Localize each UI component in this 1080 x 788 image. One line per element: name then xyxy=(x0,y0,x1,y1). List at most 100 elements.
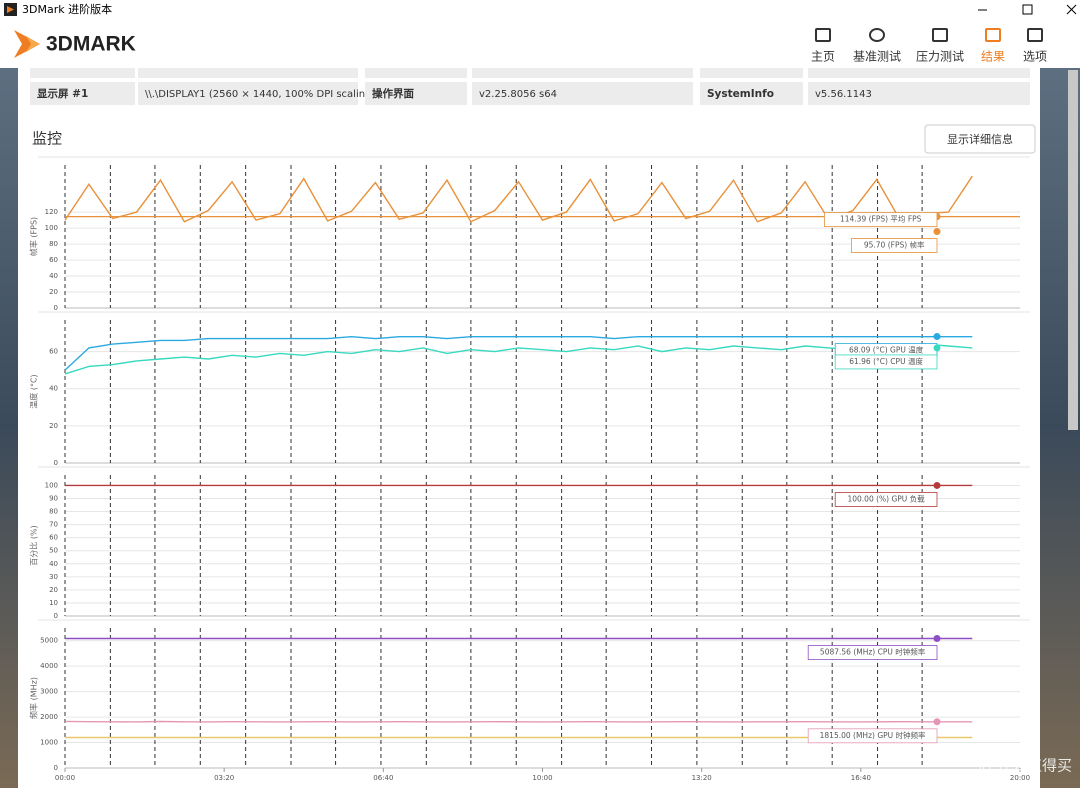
y-tick-label: 3000 xyxy=(40,688,58,696)
series-line xyxy=(64,335,973,371)
value-label-box xyxy=(807,728,938,744)
value-label-box xyxy=(851,238,938,253)
info-table: 显示屏 #1 \\.\DISPLAY1 (2560 × 1440, 100% DP… xyxy=(30,68,1030,105)
table-label: 操作界面 xyxy=(372,87,414,100)
table-label: SystemInfo xyxy=(707,88,774,100)
x-tick-label: 06:40 xyxy=(373,774,393,782)
value-label-box xyxy=(834,492,938,507)
logo-icon xyxy=(26,36,40,52)
logo-text: 3DMARK xyxy=(46,33,136,56)
y-tick-label: 120 xyxy=(45,208,58,216)
value-dot xyxy=(933,228,941,236)
table-value: v5.56.1143 xyxy=(815,89,872,100)
x-tick-label: 16:40 xyxy=(851,774,871,782)
scrollbar[interactable] xyxy=(1068,70,1078,430)
y-tick-label: 0 xyxy=(54,304,58,312)
value-dot xyxy=(933,333,941,341)
nav-icon[interactable] xyxy=(1027,28,1043,42)
value-label: 95.70 (FPS) 帧率 xyxy=(864,240,925,250)
nav-icon[interactable] xyxy=(932,28,948,42)
y-tick-label: 100 xyxy=(45,224,58,232)
section-title: 监控 xyxy=(32,130,62,148)
y-axis-label: 温度 (°C) xyxy=(29,374,39,408)
maximize-button[interactable] xyxy=(1022,4,1033,15)
close-button[interactable] xyxy=(1066,4,1077,15)
y-tick-label: 0 xyxy=(54,612,58,620)
x-tick-label: 10:00 xyxy=(532,774,552,782)
value-label-box xyxy=(807,645,938,660)
y-tick-label: 40 xyxy=(49,272,58,280)
value-dot xyxy=(933,344,941,352)
table-cell xyxy=(138,68,358,78)
table-cell xyxy=(365,68,467,78)
table-value: \\.\DISPLAY1 (2560 × 1440, 100% DPI scal… xyxy=(145,89,375,100)
y-tick-label: 80 xyxy=(49,240,58,248)
x-tick-label: 03:20 xyxy=(214,774,234,782)
value-dot xyxy=(933,718,941,726)
y-tick-label: 60 xyxy=(49,534,58,542)
y-tick-label: 10 xyxy=(49,599,58,607)
value-label: 1815.00 (MHz) GPU 时钟频率 xyxy=(820,730,926,740)
table-cell xyxy=(808,68,1030,78)
y-tick-label: 60 xyxy=(49,256,58,264)
value-label: 68.09 (°C) GPU 温度 xyxy=(849,345,924,355)
table-cell xyxy=(472,82,693,105)
nav-item[interactable]: 主页 xyxy=(811,50,835,64)
table-cell xyxy=(30,82,135,105)
y-tick-label: 40 xyxy=(49,385,58,393)
y-tick-label: 0 xyxy=(54,764,58,772)
window-title: 3DMark 进阶版本 xyxy=(22,2,112,16)
y-tick-label: 70 xyxy=(49,521,58,529)
y-tick-label: 40 xyxy=(49,560,58,568)
value-label-box xyxy=(824,212,938,228)
value-label: 61.96 (°C) CPU 温度 xyxy=(849,356,923,366)
side-art xyxy=(0,68,18,788)
details-button[interactable] xyxy=(924,124,1036,154)
nav-item[interactable]: 选项 xyxy=(1023,50,1047,64)
value-label: 5087.56 (MHz) CPU 时钟频率 xyxy=(820,646,926,656)
nav-item[interactable]: 压力测试 xyxy=(916,49,964,64)
table-cell xyxy=(138,82,358,105)
y-axis-label: 帧率 (FPS) xyxy=(29,217,39,256)
table-cell xyxy=(472,68,693,78)
app-icon-mark xyxy=(7,6,14,13)
nav-icon[interactable] xyxy=(815,28,831,42)
watermark: 值 什么值得买 xyxy=(977,757,1072,775)
y-tick-label: 80 xyxy=(49,508,58,516)
y-tick-label: 20 xyxy=(49,586,58,594)
nav-icon[interactable] xyxy=(869,28,885,42)
y-axis-label: 百分比 (%) xyxy=(29,525,39,565)
nav-icon[interactable] xyxy=(985,28,1001,42)
y-tick-label: 4000 xyxy=(40,662,58,670)
value-label: 100.00 (%) GPU 负载 xyxy=(847,493,925,503)
logo-icon xyxy=(14,30,40,58)
y-axis-label: 频率 (MHz) xyxy=(29,677,39,719)
y-tick-label: 5000 xyxy=(40,637,58,645)
nav-item[interactable]: 结果 xyxy=(981,50,1005,64)
value-dot xyxy=(933,481,941,489)
table-cell xyxy=(700,82,803,105)
y-tick-label: 0 xyxy=(54,459,58,467)
y-tick-label: 60 xyxy=(49,348,58,356)
series-line xyxy=(64,175,973,223)
y-tick-label: 2000 xyxy=(40,713,58,721)
value-label: 114.39 (FPS) 平均 FPS xyxy=(840,214,922,224)
table-cell xyxy=(365,82,467,105)
nav: 主页 基准测试 压力测试 结果 选项 xyxy=(811,28,1047,64)
y-tick-label: 50 xyxy=(49,547,58,555)
y-tick-label: 1000 xyxy=(40,739,58,747)
y-tick-label: 20 xyxy=(49,288,58,296)
nav-item[interactable]: 基准测试 xyxy=(853,49,901,64)
table-cell xyxy=(30,68,135,78)
table-value: v2.25.8056 s64 xyxy=(479,89,557,100)
details-button-label[interactable]: 显示详细信息 xyxy=(947,132,1013,146)
y-tick-label: 20 xyxy=(49,422,58,430)
y-tick-label: 30 xyxy=(49,573,58,581)
series-line xyxy=(64,343,973,375)
y-tick-label: 100 xyxy=(45,481,58,489)
series-line xyxy=(64,720,973,723)
table-cell xyxy=(808,82,1030,105)
x-tick-label: 13:20 xyxy=(692,774,712,782)
